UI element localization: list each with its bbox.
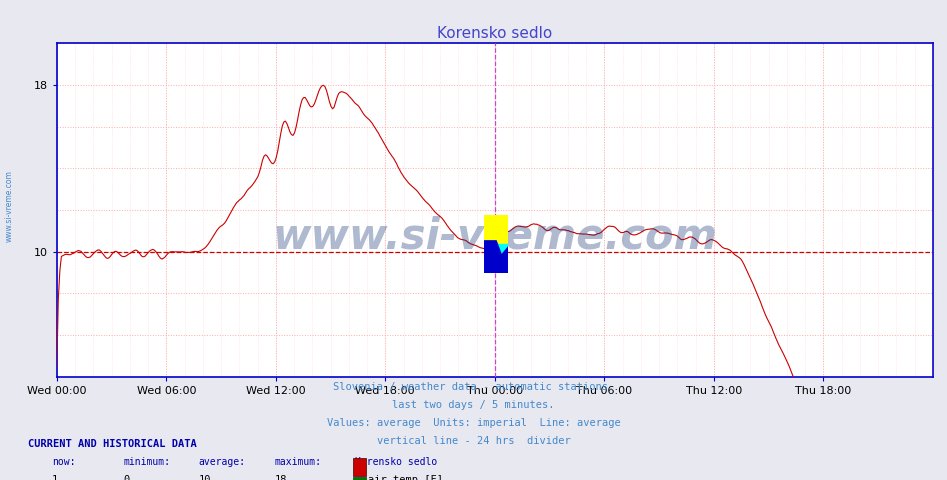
Text: Slovenia / weather data - automatic stations.: Slovenia / weather data - automatic stat… (333, 382, 614, 392)
Text: vertical line - 24 hrs  divider: vertical line - 24 hrs divider (377, 436, 570, 446)
Text: 10: 10 (199, 475, 211, 480)
Text: now:: now: (52, 457, 76, 468)
Text: CURRENT AND HISTORICAL DATA: CURRENT AND HISTORICAL DATA (28, 439, 197, 449)
Polygon shape (484, 244, 508, 273)
Text: Korensko sedlo: Korensko sedlo (355, 457, 438, 468)
Title: Korensko sedlo: Korensko sedlo (438, 25, 552, 41)
Text: 18: 18 (275, 475, 287, 480)
Text: www.si-vreme.com: www.si-vreme.com (273, 216, 717, 258)
Text: 1: 1 (52, 475, 59, 480)
Text: minimum:: minimum: (123, 457, 170, 468)
Text: average:: average: (199, 457, 246, 468)
Text: air temp.[F]: air temp.[F] (368, 475, 443, 480)
Text: last two days / 5 minutes.: last two days / 5 minutes. (392, 400, 555, 410)
Text: Values: average  Units: imperial  Line: average: Values: average Units: imperial Line: av… (327, 418, 620, 428)
Text: maximum:: maximum: (275, 457, 322, 468)
Polygon shape (484, 241, 508, 273)
Text: www.si-vreme.com: www.si-vreme.com (5, 170, 14, 242)
Polygon shape (484, 241, 496, 273)
Polygon shape (484, 244, 508, 273)
Text: 0: 0 (123, 475, 130, 480)
